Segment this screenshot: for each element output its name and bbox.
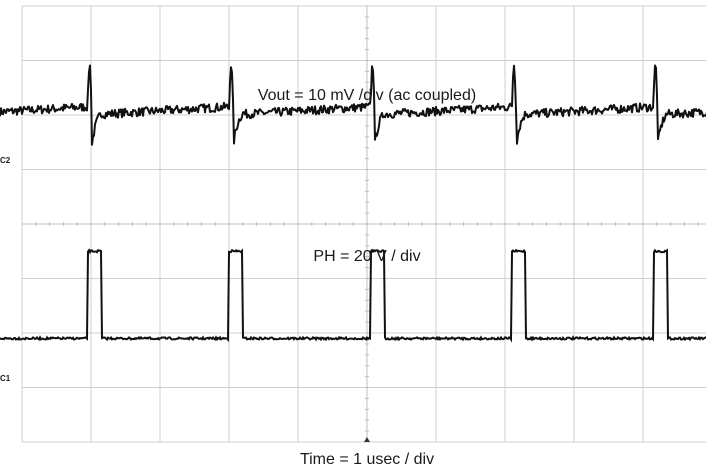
trace-c1-ph xyxy=(0,248,706,343)
channel-2-marker: C2 xyxy=(0,156,11,165)
trace-c2-vout xyxy=(0,64,706,146)
trigger-marker xyxy=(364,437,370,442)
graticule-grid xyxy=(21,5,706,443)
channel-1-marker: C1 xyxy=(0,374,11,383)
waveform-traces xyxy=(0,64,706,343)
x-axis-label: Time = 1 usec / div xyxy=(300,451,434,468)
channel-1-label: PH = 20 V / div xyxy=(313,248,420,265)
channel-2-label: Vout = 10 mV /div (ac coupled) xyxy=(258,87,476,104)
